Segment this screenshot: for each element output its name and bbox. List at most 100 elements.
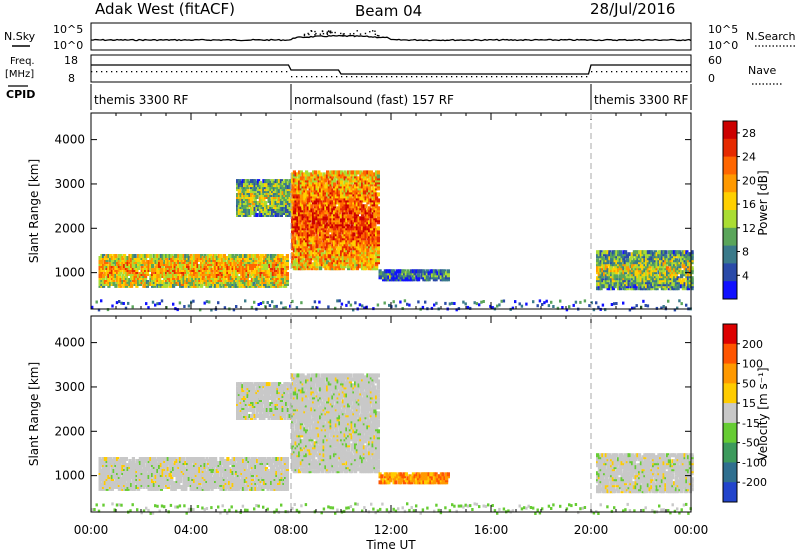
heatmap-cell <box>308 212 312 217</box>
heatmap-cell <box>319 252 323 257</box>
heatmap-cell <box>674 274 678 279</box>
heatmap-cell <box>299 190 303 195</box>
heatmap-cell <box>347 170 351 175</box>
heatmap-cell <box>121 475 125 479</box>
ground-scatter-cell <box>628 308 632 312</box>
heatmap-cell <box>352 184 356 189</box>
heatmap-cell <box>371 246 375 251</box>
heatmap-cell <box>375 242 379 247</box>
heatmap-cell <box>233 256 237 260</box>
heatmap-cell <box>248 181 252 186</box>
heatmap-cell <box>657 280 661 285</box>
heatmap-cell <box>173 262 177 266</box>
heatmap-cell <box>116 258 120 262</box>
heatmap-cell <box>631 264 635 269</box>
heatmap-cell <box>368 186 372 191</box>
heatmap-cell <box>645 254 649 259</box>
ground-scatter-cell <box>633 306 636 310</box>
colorbar-tick-label: 12 <box>742 222 756 235</box>
heatmap-cell <box>253 187 257 192</box>
noise-dot <box>322 32 325 35</box>
heatmap-cell <box>338 234 342 239</box>
heatmap-cell <box>292 236 296 241</box>
heatmap-cell <box>376 226 380 231</box>
heatmap-cell <box>618 252 622 257</box>
ground-scatter-cell <box>192 299 195 303</box>
heatmap-cell <box>403 269 407 274</box>
nave-dot <box>211 71 213 73</box>
heatmap-cell <box>253 179 257 184</box>
heatmap-cell <box>601 252 605 257</box>
heatmap-cell <box>319 204 323 209</box>
heatmap-cell <box>354 200 358 205</box>
heatmap-cell <box>373 258 377 263</box>
heatmap-cell <box>182 276 186 280</box>
heatmap-cell <box>296 178 300 183</box>
heatmap-cell <box>266 260 270 264</box>
heatmap-cell <box>417 269 421 274</box>
heatmap-cell <box>238 268 242 272</box>
heatmap-cell <box>624 260 628 265</box>
heatmap-cell <box>324 216 328 221</box>
heatmap-cell <box>212 254 216 258</box>
heatmap-cell <box>362 216 366 221</box>
heatmap-cell <box>322 192 326 197</box>
colorbar-swatch <box>723 245 737 264</box>
ground-scatter-cell <box>178 301 182 305</box>
heatmap-cell <box>262 203 266 207</box>
heatmap-cell <box>180 266 184 270</box>
heatmap-cell <box>272 187 276 192</box>
frequency-line <box>91 64 691 75</box>
nave-dot <box>241 71 243 73</box>
nave-dot <box>116 71 118 73</box>
heatmap-cell <box>690 276 694 281</box>
heatmap-cell <box>354 222 358 227</box>
heatmap-cell <box>123 264 127 268</box>
heatmap-cell <box>362 170 366 175</box>
heatmap-cell <box>327 252 331 257</box>
nave-dot <box>331 76 333 78</box>
heatmap-cell <box>219 254 223 258</box>
colorbar-swatch <box>723 281 737 300</box>
heatmap-cell <box>655 258 659 263</box>
heatmap-cell <box>149 282 153 286</box>
heatmap-cell <box>98 463 102 467</box>
heatmap-cell <box>299 252 303 257</box>
heatmap-cell <box>362 220 366 225</box>
heatmap-cell <box>350 238 354 243</box>
heatmap-cell <box>625 280 629 285</box>
heatmap-cell <box>366 234 370 239</box>
heatmap-cell <box>340 174 344 179</box>
heatmap-cell <box>601 272 605 277</box>
heatmap-cell <box>109 479 113 483</box>
heatmap-cell <box>280 264 284 268</box>
heatmap-cell <box>306 212 310 217</box>
heatmap-cell <box>308 236 312 241</box>
heatmap-cell <box>354 212 358 217</box>
nave-dot <box>481 76 483 78</box>
heatmap-cell <box>249 264 253 268</box>
heatmap-cell <box>259 258 263 262</box>
heatmap-cell <box>253 211 257 215</box>
heatmap-cell <box>399 269 403 274</box>
ground-scatter-cell <box>259 302 263 305</box>
nave-dot <box>236 71 238 73</box>
heatmap-cell <box>331 192 335 197</box>
heatmap-cell <box>112 274 116 278</box>
ground-scatter-cell <box>311 305 314 309</box>
heatmap-cell <box>662 268 666 273</box>
heatmap-cell <box>336 180 340 185</box>
heatmap-cell <box>373 202 377 207</box>
ground-scatter-cell <box>358 303 362 307</box>
heatmap-cell <box>130 274 134 278</box>
nave-dot <box>311 76 313 78</box>
heatmap-cell <box>161 280 165 284</box>
heatmap-cell <box>238 254 242 258</box>
heatmap-cell <box>259 278 263 282</box>
heatmap-cell <box>638 250 642 255</box>
heatmap-cell <box>617 258 621 263</box>
heatmap-cell <box>292 260 296 265</box>
heatmap-cell <box>336 224 340 229</box>
heatmap-cell <box>291 212 295 217</box>
heatmap-cell <box>359 190 363 195</box>
